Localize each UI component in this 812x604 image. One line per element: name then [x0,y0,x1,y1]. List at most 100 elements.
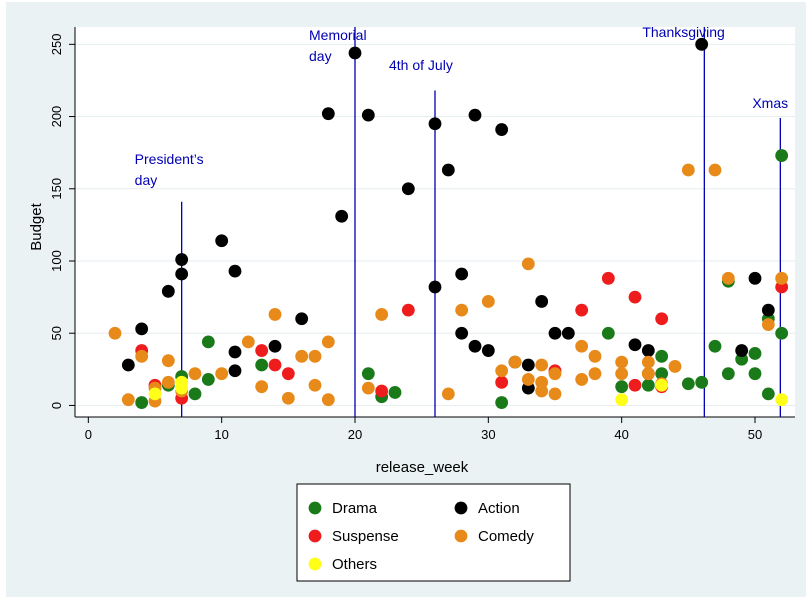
holiday-label: Thanksgiving [642,24,725,40]
point-action [561,326,575,340]
legend-marker [308,529,322,543]
point-comedy [481,295,495,308]
point-others [615,393,629,407]
y-tick-label: 250 [49,33,64,55]
point-comedy [775,271,789,285]
point-action [321,107,335,121]
x-tick-label: 0 [85,427,92,442]
point-action [628,338,642,352]
point-comedy [575,339,589,353]
point-comedy [361,381,375,395]
point-drama [761,387,775,401]
point-comedy [441,387,455,401]
point-drama [708,339,722,353]
point-comedy [681,163,695,177]
point-action [535,295,549,308]
point-drama [721,367,735,381]
point-comedy [641,367,655,381]
holiday-label-line: day [135,172,158,188]
point-action [695,37,709,51]
point-drama [255,358,269,372]
point-action [748,271,762,285]
point-comedy [575,373,589,386]
y-tick-label: 0 [49,402,64,409]
point-comedy [521,257,535,271]
point-comedy [281,391,295,405]
point-action [361,108,375,122]
point-action [228,264,242,278]
point-drama [681,377,695,391]
point-comedy [641,355,655,369]
point-comedy [495,364,509,378]
point-action [121,358,135,372]
point-suspense [281,367,295,381]
y-tick-label: 50 [49,326,64,340]
point-comedy [321,393,335,407]
point-others [775,393,789,407]
point-suspense [255,344,269,357]
point-comedy [668,360,682,373]
point-comedy [615,355,629,369]
point-comedy [521,373,535,386]
point-action [401,182,415,196]
point-others [148,387,162,401]
point-action [735,344,749,357]
point-drama [601,326,615,340]
legend-label: Comedy [478,528,534,545]
x-tick-label: 10 [214,427,228,442]
point-drama [655,367,669,381]
point-comedy [161,375,175,389]
point-comedy [321,335,335,349]
point-action [481,344,495,357]
point-comedy [135,349,149,363]
point-action [428,117,442,131]
legend-marker [308,557,322,571]
holiday-label-line: 4th of July [389,57,453,73]
point-suspense [495,375,509,389]
point-suspense [575,303,589,317]
point-suspense [601,271,615,285]
point-suspense [268,358,282,372]
holiday-label-line: Memorial [309,27,367,43]
holiday-lines [181,27,781,417]
point-comedy [268,308,282,321]
point-action [348,46,362,60]
holiday-label: Xmas [752,95,788,111]
point-action [441,163,455,177]
point-drama [495,396,509,409]
point-comedy [721,271,735,285]
point-suspense [375,384,389,398]
y-tick-label: 100 [49,250,64,272]
point-suspense [628,290,642,304]
point-drama [641,378,655,392]
point-comedy [375,308,389,321]
point-others [175,375,189,389]
point-action [175,267,189,281]
point-action [135,322,149,336]
point-action [295,312,309,326]
point-drama [615,380,629,394]
legend-marker [454,501,468,515]
point-action [468,108,482,122]
point-comedy [161,354,175,368]
y-tick-label: 200 [49,106,64,128]
point-comedy [588,367,602,381]
point-action [548,326,562,340]
x-axis-title: release_week [376,459,469,476]
data-points [108,37,789,409]
point-drama [201,373,215,386]
point-comedy [535,375,549,389]
x-tick-label: 20 [348,427,362,442]
point-drama [201,335,215,349]
legend-marker [308,501,322,515]
point-action [761,303,775,317]
point-drama [388,386,402,399]
point-comedy [121,393,135,407]
holiday-label: Memorial day [309,27,367,64]
point-drama [775,149,789,162]
point-comedy [215,367,229,381]
legend-box [296,483,571,582]
point-action [175,253,189,266]
point-comedy [548,367,562,381]
